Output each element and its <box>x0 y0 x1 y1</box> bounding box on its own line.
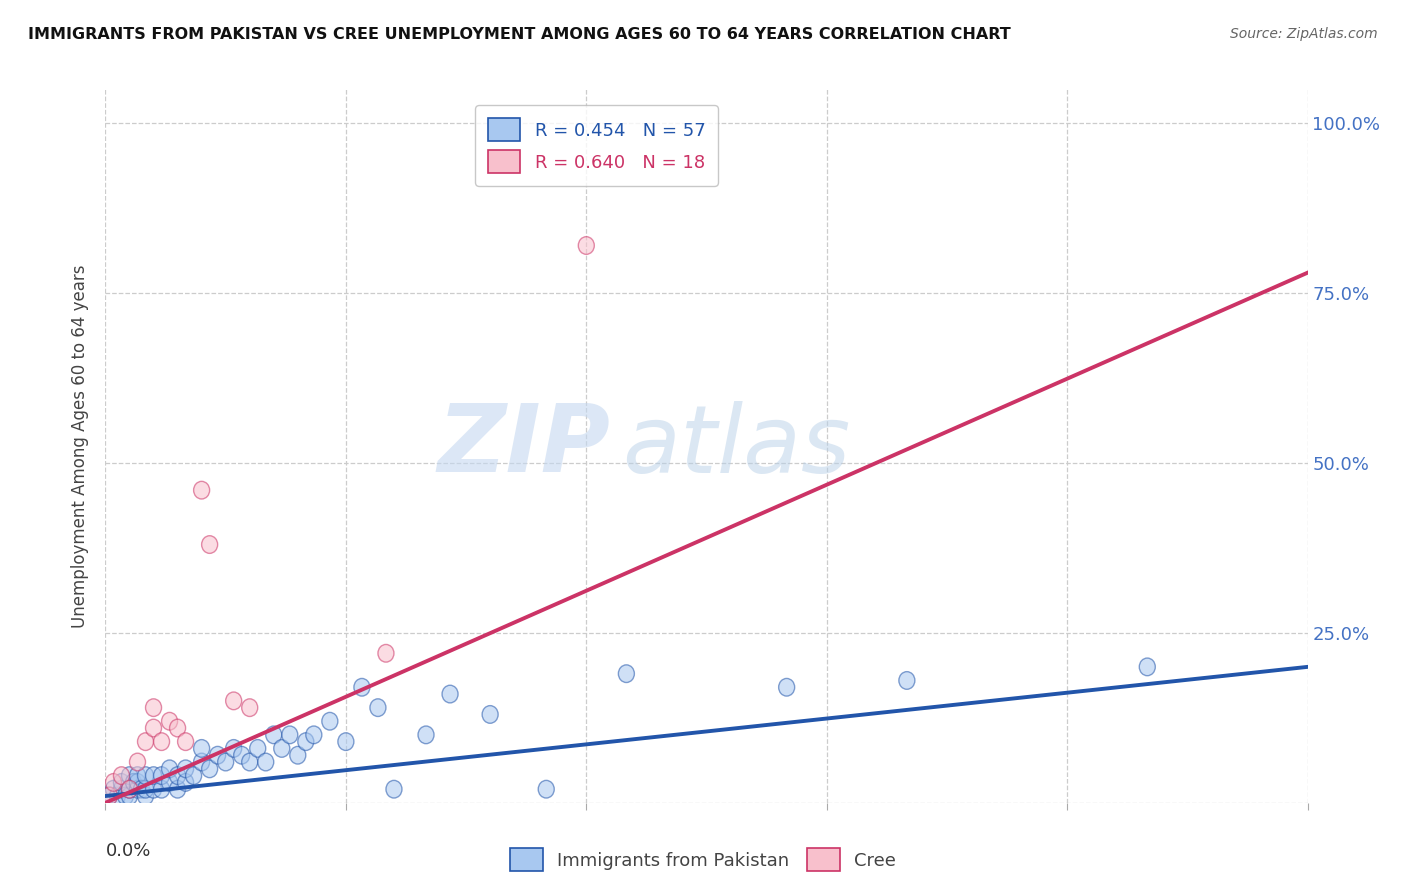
Ellipse shape <box>177 760 194 778</box>
Ellipse shape <box>290 747 307 764</box>
Ellipse shape <box>129 780 146 798</box>
Text: IMMIGRANTS FROM PAKISTAN VS CREE UNEMPLOYMENT AMONG AGES 60 TO 64 YEARS CORRELAT: IMMIGRANTS FROM PAKISTAN VS CREE UNEMPLO… <box>28 27 1011 42</box>
Ellipse shape <box>201 536 218 553</box>
Ellipse shape <box>194 753 209 771</box>
Ellipse shape <box>153 733 170 750</box>
Ellipse shape <box>101 787 118 805</box>
Ellipse shape <box>250 739 266 757</box>
Ellipse shape <box>125 773 142 791</box>
Ellipse shape <box>129 773 146 791</box>
Ellipse shape <box>138 767 153 784</box>
Ellipse shape <box>225 692 242 710</box>
Ellipse shape <box>385 780 402 798</box>
Ellipse shape <box>153 780 170 798</box>
Ellipse shape <box>482 706 498 723</box>
Ellipse shape <box>121 780 138 798</box>
Ellipse shape <box>129 753 146 771</box>
Ellipse shape <box>233 747 250 764</box>
Ellipse shape <box>201 760 218 778</box>
Ellipse shape <box>110 787 125 805</box>
Ellipse shape <box>170 719 186 737</box>
Ellipse shape <box>162 773 177 791</box>
Ellipse shape <box>209 747 225 764</box>
Text: Source: ZipAtlas.com: Source: ZipAtlas.com <box>1230 27 1378 41</box>
Ellipse shape <box>121 767 138 784</box>
Ellipse shape <box>134 780 149 798</box>
Text: atlas: atlas <box>623 401 851 491</box>
Ellipse shape <box>242 698 257 716</box>
Ellipse shape <box>538 780 554 798</box>
Ellipse shape <box>194 739 209 757</box>
Ellipse shape <box>266 726 281 744</box>
Ellipse shape <box>354 679 370 696</box>
Legend: R = 0.454   N = 57, R = 0.640   N = 18: R = 0.454 N = 57, R = 0.640 N = 18 <box>475 105 718 186</box>
Ellipse shape <box>138 780 153 798</box>
Ellipse shape <box>194 482 209 499</box>
Ellipse shape <box>114 767 129 784</box>
Ellipse shape <box>370 698 387 716</box>
Legend: Immigrants from Pakistan, Cree: Immigrants from Pakistan, Cree <box>503 841 903 879</box>
Ellipse shape <box>578 236 595 254</box>
Text: 0.0%: 0.0% <box>105 842 150 860</box>
Ellipse shape <box>146 719 162 737</box>
Ellipse shape <box>162 713 177 730</box>
Ellipse shape <box>170 780 186 798</box>
Ellipse shape <box>146 780 162 798</box>
Ellipse shape <box>186 767 201 784</box>
Text: ZIP: ZIP <box>437 400 610 492</box>
Ellipse shape <box>114 773 129 791</box>
Ellipse shape <box>1139 658 1156 676</box>
Ellipse shape <box>898 672 915 690</box>
Ellipse shape <box>105 780 121 798</box>
Ellipse shape <box>170 767 186 784</box>
Ellipse shape <box>779 679 794 696</box>
Ellipse shape <box>257 753 274 771</box>
Ellipse shape <box>378 644 394 662</box>
Ellipse shape <box>441 685 458 703</box>
Ellipse shape <box>322 713 337 730</box>
Ellipse shape <box>242 753 257 771</box>
Ellipse shape <box>114 780 129 798</box>
Ellipse shape <box>418 726 434 744</box>
Ellipse shape <box>274 739 290 757</box>
Ellipse shape <box>225 739 242 757</box>
Ellipse shape <box>153 767 170 784</box>
Ellipse shape <box>162 760 177 778</box>
Ellipse shape <box>118 787 134 805</box>
Ellipse shape <box>101 787 118 805</box>
Ellipse shape <box>146 698 162 716</box>
Ellipse shape <box>619 665 634 682</box>
Ellipse shape <box>298 733 314 750</box>
Ellipse shape <box>177 773 194 791</box>
Ellipse shape <box>337 733 354 750</box>
Ellipse shape <box>177 733 194 750</box>
Ellipse shape <box>105 773 121 791</box>
Y-axis label: Unemployment Among Ages 60 to 64 years: Unemployment Among Ages 60 to 64 years <box>72 264 90 628</box>
Ellipse shape <box>307 726 322 744</box>
Ellipse shape <box>121 787 138 805</box>
Ellipse shape <box>121 780 138 798</box>
Ellipse shape <box>129 767 146 784</box>
Ellipse shape <box>281 726 298 744</box>
Ellipse shape <box>138 733 153 750</box>
Ellipse shape <box>218 753 233 771</box>
Ellipse shape <box>138 787 153 805</box>
Ellipse shape <box>146 767 162 784</box>
